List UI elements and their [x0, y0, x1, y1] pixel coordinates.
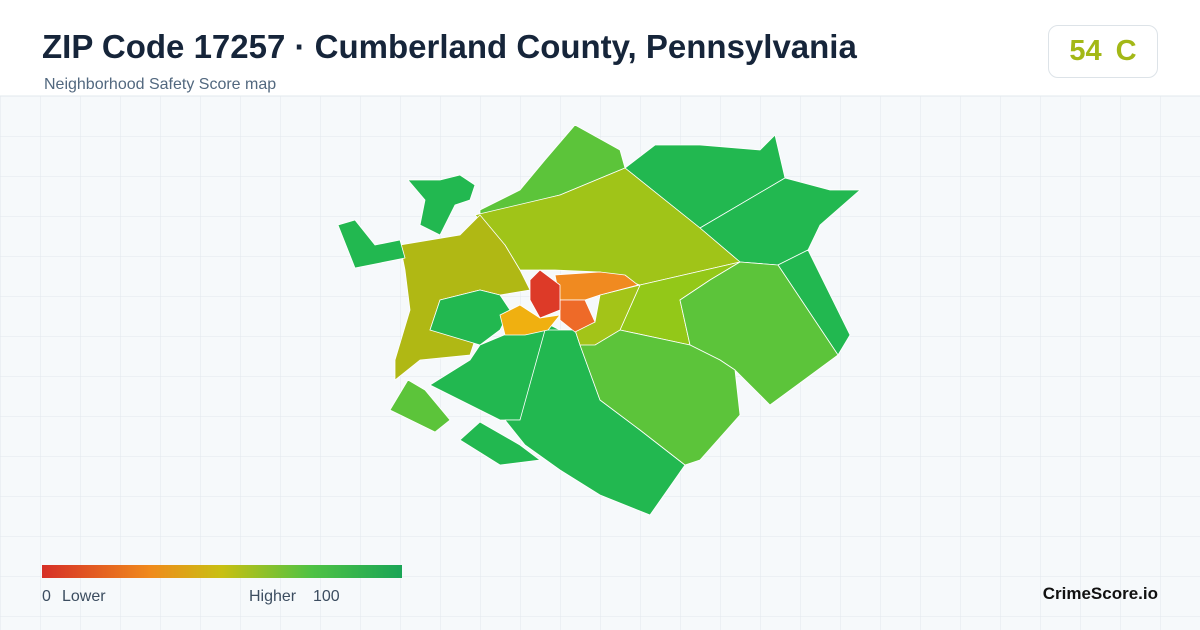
title: ZIP Code 17257 · Cumberland County, Penn…	[42, 28, 857, 65]
region	[574, 284, 641, 346]
brand: CrimeScore.io	[1042, 584, 1158, 603]
header-band	[0, 0, 1200, 96]
region	[407, 174, 476, 236]
score-badge: 54 C	[1048, 25, 1158, 78]
region	[337, 219, 406, 269]
score-grade: C	[1115, 35, 1137, 67]
region	[579, 329, 741, 466]
region	[389, 379, 451, 433]
legend-bar	[42, 565, 402, 578]
region	[559, 299, 596, 333]
subtitle: Neighborhood Safety Score map	[44, 76, 277, 93]
region	[529, 269, 561, 319]
region	[459, 421, 541, 466]
legend-min: 0	[42, 588, 51, 605]
region	[499, 304, 561, 336]
regions	[337, 124, 861, 516]
legend-min-label: Lower	[62, 588, 106, 605]
score-value: 54	[1069, 35, 1102, 67]
legend-max: 100	[313, 588, 340, 605]
legend-max-label: Higher	[249, 588, 297, 605]
